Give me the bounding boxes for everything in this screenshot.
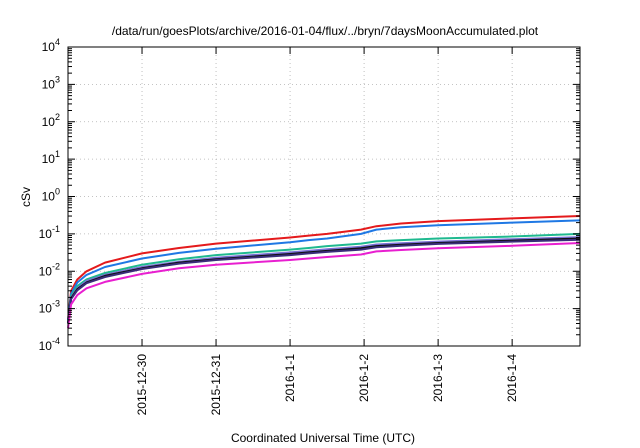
series-line [67,232,581,324]
y-tick-label: 10-2 [39,261,60,278]
series-line [67,236,581,324]
series-line [67,242,581,329]
y-axis-label: cSv [19,187,33,207]
y-tick-base: 10 [42,152,56,166]
y-tick-label: 10-1 [39,224,60,241]
y-tick-base: 10 [39,227,53,241]
y-tick-exponent: 2 [55,112,60,122]
y-tick-label: 100 [42,187,60,204]
y-tick-label: 102 [42,112,60,129]
y-tick-base: 10 [42,40,56,54]
y-tick-label: 10-4 [39,336,60,353]
x-tick-label: 2016-1-4 [505,354,519,402]
y-tick-base: 10 [42,77,56,91]
y-tick-exponent: 1 [55,149,60,159]
series-lines [67,215,581,329]
x-axis-label: Coordinated Universal Time (UTC) [231,431,415,445]
y-tick-base: 10 [42,115,56,129]
y-tick-label: 10-3 [39,299,60,316]
x-tick-label: 2015-12-30 [135,354,149,416]
y-tick-exponent: -2 [52,261,60,271]
y-tick-base: 10 [39,339,53,353]
series-line [67,219,581,321]
y-tick-base: 10 [42,190,56,204]
chart-title: /data/run/goesPlots/archive/2016-01-04/f… [112,24,539,38]
y-tick-exponent: 4 [55,37,60,47]
y-tick-label: 101 [42,149,60,166]
y-tick-exponent: 0 [55,187,60,197]
grid [68,47,580,346]
x-tick-label: 2016-1-3 [431,354,445,402]
y-tick-exponent: -4 [52,336,60,346]
y-tick-exponent: -3 [52,299,60,309]
x-tick-label: 2015-12-31 [209,354,223,416]
y-tick-label: 104 [42,37,60,54]
y-tick-exponent: 3 [55,74,60,84]
series-line [67,238,581,324]
y-tick-exponent: -1 [52,224,60,234]
x-axis: 2015-12-30 2015-12-31 2016-1-1 2016-1-2 2016… [135,47,519,415]
y-tick-base: 10 [39,264,53,278]
x-tick-label: 2016-1-2 [357,354,371,402]
y-tick-base: 10 [39,302,53,316]
x-tick-label: 2016-1-1 [283,354,297,402]
y-tick-label: 103 [42,74,60,91]
series-line [67,215,581,321]
